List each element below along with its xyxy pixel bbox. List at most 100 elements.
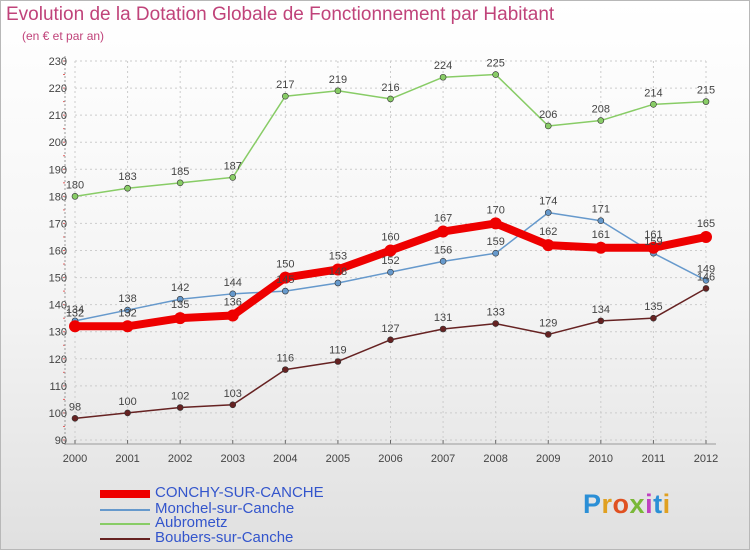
logo-letter: o [612,489,630,519]
legend-item-boubers: Boubers-sur-Canche [100,529,480,547]
data-point [174,312,187,325]
data-point [71,415,79,422]
y-tick-label: 230 [49,56,67,68]
data-point [71,193,79,200]
data-label: 150 [276,259,294,271]
legend-label-boubers: Boubers-sur-Canche [155,529,294,546]
data-point [229,401,237,409]
x-tick-label: 2009 [536,453,560,465]
data-point [544,331,552,338]
data-point [702,285,710,292]
y-tick-label: 110 [49,381,67,393]
data-label: 159 [486,236,504,248]
x-tick-label: 2008 [483,453,507,465]
x-tick-label: 2003 [221,453,245,465]
data-label: 161 [644,229,662,241]
x-tick-label: 2007 [431,453,455,465]
data-label: 145 [276,274,294,286]
data-label: 153 [329,250,347,262]
data-point [650,314,657,322]
data-point [387,95,394,103]
data-point [384,244,397,257]
logo-letter: i [662,489,671,519]
data-label: 171 [592,204,610,216]
data-point [282,366,289,373]
data-point [282,92,289,100]
data-label: 134 [592,304,610,316]
data-label: 187 [224,160,242,172]
x-tick-label: 2002 [168,453,192,465]
data-point [437,225,450,238]
y-tick-label: 90 [55,435,67,447]
data-label: 119 [329,344,347,356]
data-label: 217 [276,79,294,91]
grid-lines [74,60,707,441]
data-label: 149 [697,263,715,275]
data-label: 174 [539,196,557,208]
y-tick-label: 100 [49,408,67,420]
data-label: 134 [66,304,84,316]
data-label: 102 [171,391,189,403]
legend-label-conchy: CONCHY-SUR-CANCHE [155,484,324,501]
data-point [542,239,555,252]
y-tick-label: 120 [49,354,67,366]
data-point [226,309,239,322]
legend-item-aubrometz: Aubrometz [100,514,480,532]
data-point [124,409,131,417]
data-point [439,73,447,81]
data-label: 148 [329,266,347,278]
data-point [279,271,292,284]
data-label: 103 [224,388,242,400]
data-label: 170 [486,204,504,216]
data-label: 152 [381,255,399,267]
data-point [492,320,499,327]
data-point [124,184,131,192]
data-point [439,325,447,333]
data-label: 133 [486,307,504,319]
logo-letter: t [653,489,663,519]
data-label: 132 [66,307,84,319]
x-tick-label: 2000 [63,453,87,465]
x-tick-label: 2001 [115,453,139,465]
data-point [650,101,657,108]
data-label: 165 [697,218,715,230]
data-label: 183 [118,171,136,183]
data-label: 116 [277,353,295,365]
data-point [331,263,344,276]
y-tick-label: 200 [49,137,67,149]
x-tick-label: 2010 [589,453,613,465]
data-label: 167 [434,213,452,225]
data-point [492,249,499,257]
x-tick-label: 2006 [378,453,402,465]
y-tick-label: 170 [49,218,67,230]
data-point [176,295,184,303]
x-tick-label: 2011 [642,453,666,465]
y-tick-label: 150 [49,273,67,285]
y-tick-label: 130 [49,327,67,339]
tick-labels: 9010011012013014015016017018019020021022… [49,56,719,465]
logo-letter: P [583,489,602,519]
data-point [124,306,131,314]
data-label: 216 [381,82,399,94]
data-label: 185 [171,166,189,178]
data-label: 135 [644,301,662,313]
legend-label-aubrometz: Aubrometz [155,514,228,531]
data-point [702,98,710,105]
data-point [702,276,710,284]
data-label: 162 [539,226,557,238]
proxiti-logo: Proxiti [583,489,671,520]
data-point [282,287,289,295]
data-label: 144 [224,277,242,289]
data-point [229,290,237,298]
data-point [594,241,607,254]
data-label: 219 [329,74,347,86]
y-tick-label: 160 [49,246,67,258]
data-label: 146 [697,271,715,283]
data-point [69,320,81,333]
data-label: 214 [644,87,662,99]
data-label: 138 [118,293,136,305]
logo-letter: x [629,489,646,519]
legend-swatch-aubrometz [100,523,150,525]
data-label: 129 [539,317,557,329]
